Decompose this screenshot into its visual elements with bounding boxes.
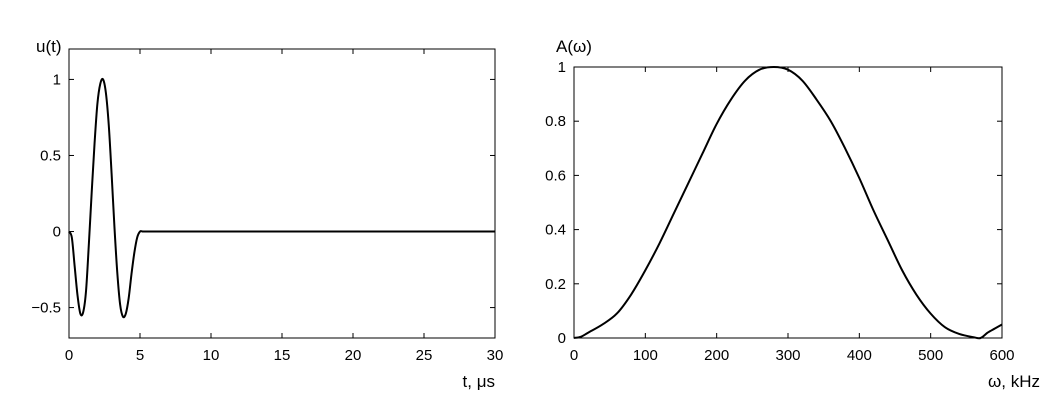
left-y-axis-label: u(t)	[36, 37, 62, 56]
right-x-tick-label: 600	[989, 347, 1014, 364]
left-x-tick-label: 5	[136, 347, 144, 364]
right-y-ticks: 0 0.2 0.4 0.6 0.8 1	[545, 59, 1002, 347]
right-y-tick-label: 0	[558, 330, 566, 347]
right-y-tick-label: 0.8	[545, 113, 566, 130]
left-x-tick-label: 0	[65, 347, 73, 364]
left-y-ticks: −0.5 0 0.5 1	[31, 71, 495, 317]
left-x-tick-label: 30	[487, 347, 504, 364]
right-plot: 0 100 200 300 400 500 600 00.20.40.60.81 A(ω) …	[545, 37, 1040, 391]
right-x-tick-label: 0	[570, 347, 578, 364]
left-x-tick-label: 25	[416, 347, 433, 364]
right-y-tick-label: 0.6	[545, 167, 566, 184]
right-y-tick-label: 0.4	[545, 222, 566, 239]
right-plot-frame	[573, 66, 1003, 339]
right-x-tick-label: 300	[775, 347, 800, 364]
right-y-tick-label: 1	[558, 59, 566, 76]
left-y-tick-label: 0	[53, 224, 61, 241]
right-x-tick-label: 200	[704, 347, 729, 364]
left-series-line	[68, 77, 495, 319]
left-plot-frame	[68, 48, 496, 339]
right-series-line	[573, 66, 1003, 340]
left-y-tick-label: 0.5	[40, 147, 61, 164]
left-x-tick-label: 15	[274, 347, 291, 364]
left-x-axis-label: t, μs	[463, 372, 495, 391]
left-plot: 0 5 10 15 20 25 30 −0.5 0 0.5 1 u(t) t, μs	[31, 37, 503, 391]
left-x-tick-label: 20	[345, 347, 362, 364]
right-x-tick-label: 500	[918, 347, 943, 364]
left-x-tick-label: 10	[203, 347, 220, 364]
right-y-tick-label: 0.2	[545, 276, 566, 293]
left-y-tick-label: −0.5	[31, 300, 61, 317]
left-y-tick-label: 1	[53, 71, 61, 88]
right-x-tick-label: 100	[633, 347, 658, 364]
right-x-tick-label: 400	[847, 347, 872, 364]
left-x-ticks: 0 5 10 15 20 25 30	[65, 49, 504, 364]
right-x-axis-label: ω, kHz	[988, 372, 1040, 391]
right-y-axis-label: A(ω)	[556, 37, 592, 56]
right-x-ticks: 0 100 200 300 400 500 600	[570, 67, 1015, 364]
